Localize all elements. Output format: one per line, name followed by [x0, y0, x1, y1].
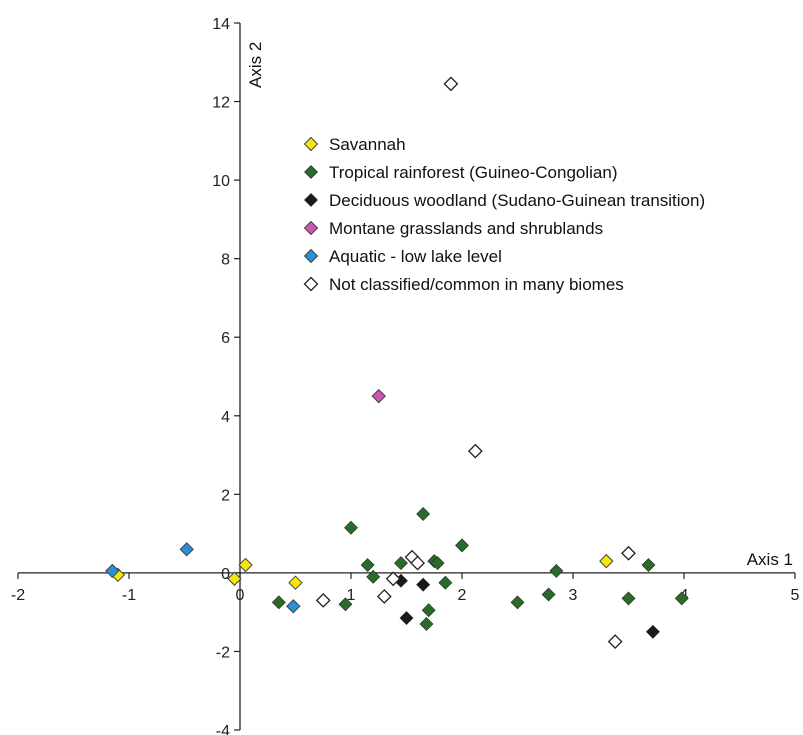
- point-series-6: [410, 555, 426, 571]
- legend-label-5: Aquatic - low lake level: [329, 247, 502, 266]
- x-tick-label: 1: [347, 587, 356, 604]
- point-series-6: [443, 76, 459, 92]
- y-tick-label: 8: [221, 252, 230, 269]
- point-series-2: [641, 558, 656, 572]
- legend-label-3: Deciduous woodland (Sudano-Guinean trans…: [329, 191, 705, 210]
- data-points: [105, 76, 689, 650]
- point-series-2: [674, 591, 689, 606]
- point-series-2: [344, 520, 358, 535]
- y-tick-label: 4: [221, 409, 230, 426]
- y-tick-label: 14: [212, 16, 230, 33]
- point-series-2: [394, 556, 408, 570]
- point-series-5: [179, 542, 194, 557]
- point-series-2: [541, 587, 556, 602]
- point-series-2: [366, 569, 381, 584]
- y-tick-label: -2: [216, 644, 230, 661]
- legend-label-2: Tropical rainforest (Guineo-Congolian): [329, 163, 618, 182]
- point-series-5: [105, 563, 120, 579]
- point-series-6: [607, 634, 623, 650]
- point-series-2: [510, 595, 525, 610]
- point-series-3: [399, 611, 414, 625]
- legend-marker-1: [303, 136, 319, 152]
- point-series-2: [419, 617, 434, 631]
- y-tick-label: -4: [216, 723, 230, 735]
- point-series-2: [421, 603, 436, 618]
- point-series-1: [288, 575, 303, 590]
- point-series-5: [286, 599, 301, 614]
- point-series-2: [360, 558, 375, 572]
- point-series-4: [371, 388, 386, 404]
- point-series-2: [621, 591, 636, 606]
- legend-marker-3: [304, 193, 318, 207]
- x-tick-label: 3: [569, 587, 578, 604]
- point-series-6: [315, 592, 331, 608]
- point-series-2: [271, 595, 286, 610]
- legend-marker-4: [303, 220, 319, 236]
- x-tick-label: -2: [11, 587, 25, 604]
- point-series-2: [338, 597, 353, 612]
- legend: Savannah Tropical rainforest (Guineo-Cong…: [303, 135, 705, 294]
- point-series-2: [416, 507, 431, 521]
- point-series-6: [467, 443, 483, 459]
- x-tick-label: 0: [236, 587, 245, 604]
- point-series-2: [549, 564, 564, 578]
- point-series-1: [227, 571, 242, 586]
- x-tick-label: 2: [458, 587, 467, 604]
- point-series-2: [430, 556, 445, 570]
- y-axis-title: Axis 2: [246, 42, 265, 88]
- point-series-1: [599, 553, 614, 569]
- legend-label-6: Not classified/common in many biomes: [329, 275, 624, 294]
- y-tick-label: 10: [212, 173, 230, 190]
- legend-label-1: Savannah: [329, 135, 406, 154]
- legend-marker-5: [303, 248, 319, 264]
- point-series-6: [376, 589, 392, 604]
- y-tick-label: 0: [221, 566, 230, 583]
- point-series-2: [455, 538, 469, 553]
- x-tick-label: -1: [122, 587, 136, 604]
- legend-label-4: Montane grasslands and shrublands: [329, 219, 603, 238]
- point-series-6: [621, 545, 636, 561]
- y-tick-label: 6: [221, 330, 230, 347]
- x-tick-label: 5: [791, 587, 800, 604]
- point-series-1: [238, 557, 253, 573]
- point-series-2: [438, 575, 453, 590]
- y-tick-label: 12: [212, 95, 230, 112]
- point-series-3: [416, 577, 431, 592]
- legend-marker-6: [303, 276, 319, 292]
- legend-marker-2: [304, 165, 318, 179]
- x-axis-title: Axis 1: [747, 550, 793, 569]
- point-series-6: [385, 571, 401, 587]
- point-series-3: [645, 624, 660, 639]
- y-tick-label: 2: [221, 487, 230, 504]
